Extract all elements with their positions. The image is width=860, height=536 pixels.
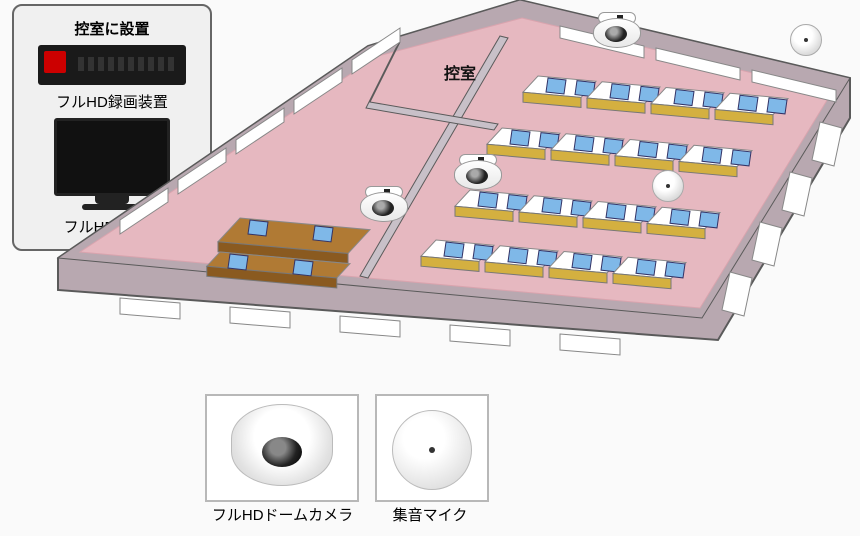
floor-plan: [0, 0, 860, 380]
dome-camera-label: フルHDドームカメラ: [195, 504, 370, 525]
dome-camera-icon: [593, 12, 639, 48]
diagram-canvas: 控室に設置 フルHD録画装置 フルHDモニタ 控室 フルHDドームカメラ 集音マ…: [0, 0, 860, 536]
floor-svg: [0, 0, 860, 380]
dome-camera-large-icon: [231, 404, 333, 486]
dome-camera-box: [205, 394, 359, 502]
dome-camera-icon: [454, 154, 500, 190]
room-label: 控室: [444, 60, 476, 84]
mic-box: [375, 394, 489, 502]
mic-large-icon: [392, 410, 472, 490]
mic-icon: [790, 24, 822, 56]
mic-icon: [652, 170, 684, 202]
mic-label: 集音マイク: [375, 504, 485, 525]
dome-camera-icon: [360, 186, 406, 222]
